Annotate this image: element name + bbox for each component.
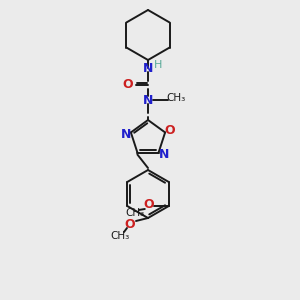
Text: CH₃: CH₃ xyxy=(167,93,186,103)
Text: H: H xyxy=(154,60,162,70)
Text: CH₃: CH₃ xyxy=(125,208,144,218)
Text: N: N xyxy=(158,148,169,161)
Text: N: N xyxy=(121,128,131,141)
Text: N: N xyxy=(143,94,153,106)
Text: O: O xyxy=(125,218,135,230)
Text: O: O xyxy=(165,124,176,137)
Text: N: N xyxy=(143,61,153,74)
Text: O: O xyxy=(123,79,133,92)
Text: CH₃: CH₃ xyxy=(110,231,130,241)
Text: O: O xyxy=(143,199,154,212)
